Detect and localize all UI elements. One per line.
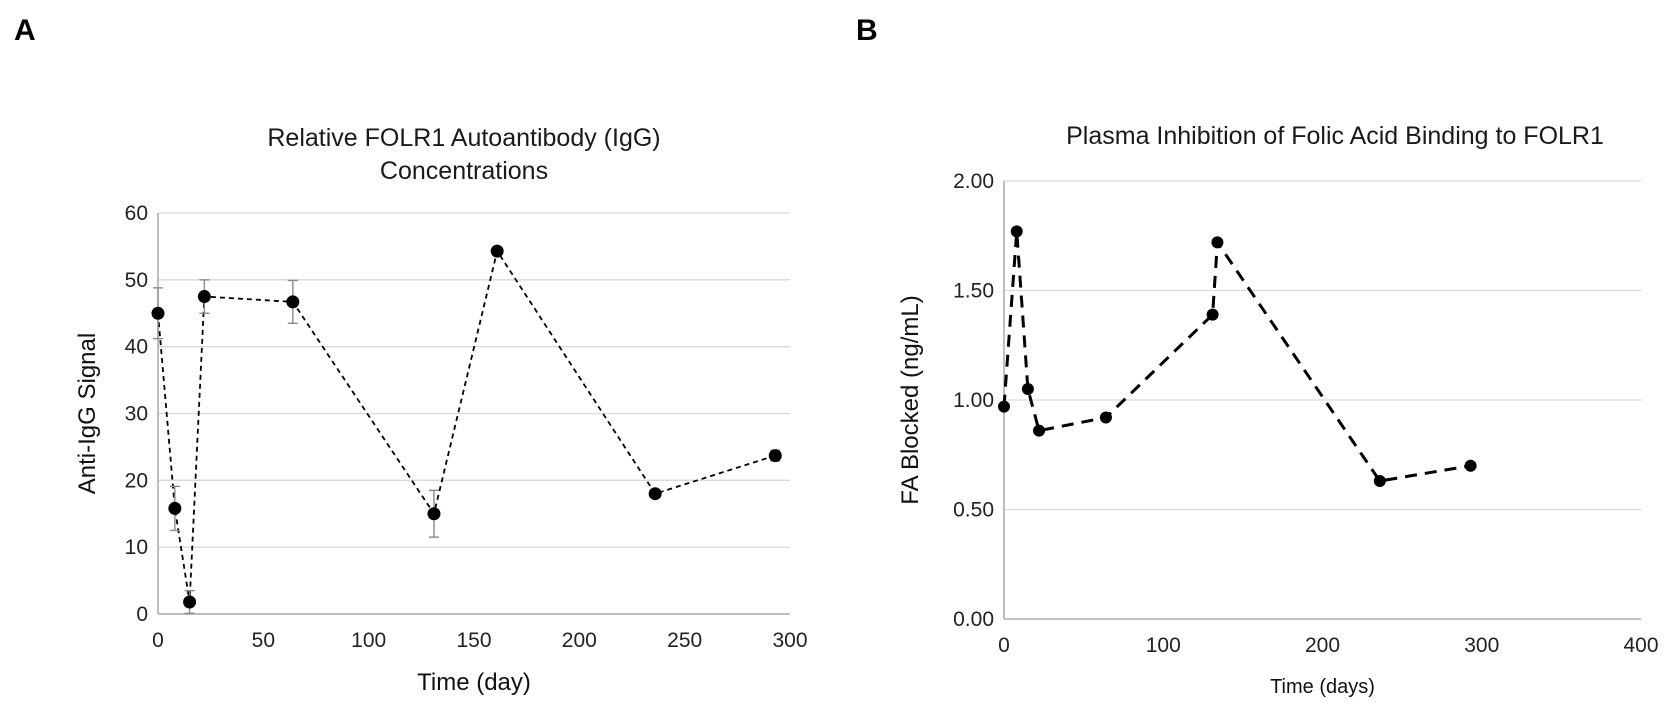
x-tick-label: 50 — [252, 629, 275, 652]
y-tick-label: 0 — [136, 603, 148, 626]
x-tick-label: 400 — [1623, 634, 1658, 657]
y-tick-label: 60 — [125, 202, 148, 225]
data-point — [1206, 308, 1219, 321]
x-tick-label: 200 — [562, 629, 597, 652]
data-point — [648, 487, 662, 501]
series-line — [1002, 231, 1471, 483]
chart-title: Concentrations — [380, 157, 548, 185]
data-point — [1021, 383, 1034, 396]
x-tick-label: 0 — [152, 629, 164, 652]
x-axis-label: Time (days) — [1270, 676, 1375, 698]
data-point — [183, 595, 197, 609]
x-tick-label: 300 — [772, 629, 807, 652]
data-point — [286, 295, 300, 309]
series-line — [157, 248, 776, 603]
y-tick-label: 10 — [125, 536, 148, 559]
y-tick-label: 40 — [125, 336, 148, 359]
data-point — [427, 507, 441, 521]
chart-title: Relative FOLR1 Autoantibody (IgG) — [267, 124, 660, 152]
y-axis-label: FA Blocked (ng/mL) — [897, 295, 924, 504]
y-tick-label: 2.00 — [953, 170, 994, 193]
data-point — [1373, 475, 1386, 488]
x-axis-label: Time (day) — [417, 669, 531, 696]
panel-letter-a: A — [14, 14, 36, 47]
data-point — [1033, 424, 1046, 437]
y-tick-label: 30 — [125, 403, 148, 426]
x-tick-label: 0 — [998, 634, 1010, 657]
y-tick-label: 1.50 — [953, 280, 994, 303]
chart-a: 0 10 20 30 40 50 60 0 50 100 150 200 250 300 Relative … — [74, 124, 808, 696]
x-tick-label: 100 — [1146, 634, 1181, 657]
y-tick-label: 0.50 — [953, 499, 994, 522]
data-point — [1099, 411, 1112, 424]
data-point — [998, 400, 1010, 413]
chart-title: Plasma Inhibition of Folic Acid Binding … — [1066, 122, 1604, 150]
data-point — [1010, 225, 1023, 238]
x-tick-label: 100 — [351, 629, 386, 652]
chart-b: 0.00 0.50 1.00 1.50 2.00 0 100 200 300 400 Plasma … — [897, 122, 1659, 698]
data-point — [1464, 459, 1477, 472]
x-tick-label: 200 — [1305, 634, 1340, 657]
data-point — [768, 449, 782, 463]
y-tick-label: 50 — [125, 269, 148, 292]
data-point — [168, 501, 182, 515]
data-point — [197, 290, 211, 304]
data-point — [490, 244, 504, 258]
data-point — [151, 306, 165, 320]
y-tick-label: 0.00 — [953, 608, 994, 631]
y-tick-label: 20 — [125, 469, 148, 492]
data-point — [1211, 236, 1224, 249]
x-tick-label: 300 — [1464, 634, 1499, 657]
x-tick-label: 250 — [667, 629, 702, 652]
panel-letter-b: B — [856, 14, 878, 47]
y-tick-label: 1.00 — [953, 389, 994, 412]
y-axis-label: Anti-IgG Signal — [74, 333, 101, 494]
x-tick-label: 150 — [456, 629, 491, 652]
